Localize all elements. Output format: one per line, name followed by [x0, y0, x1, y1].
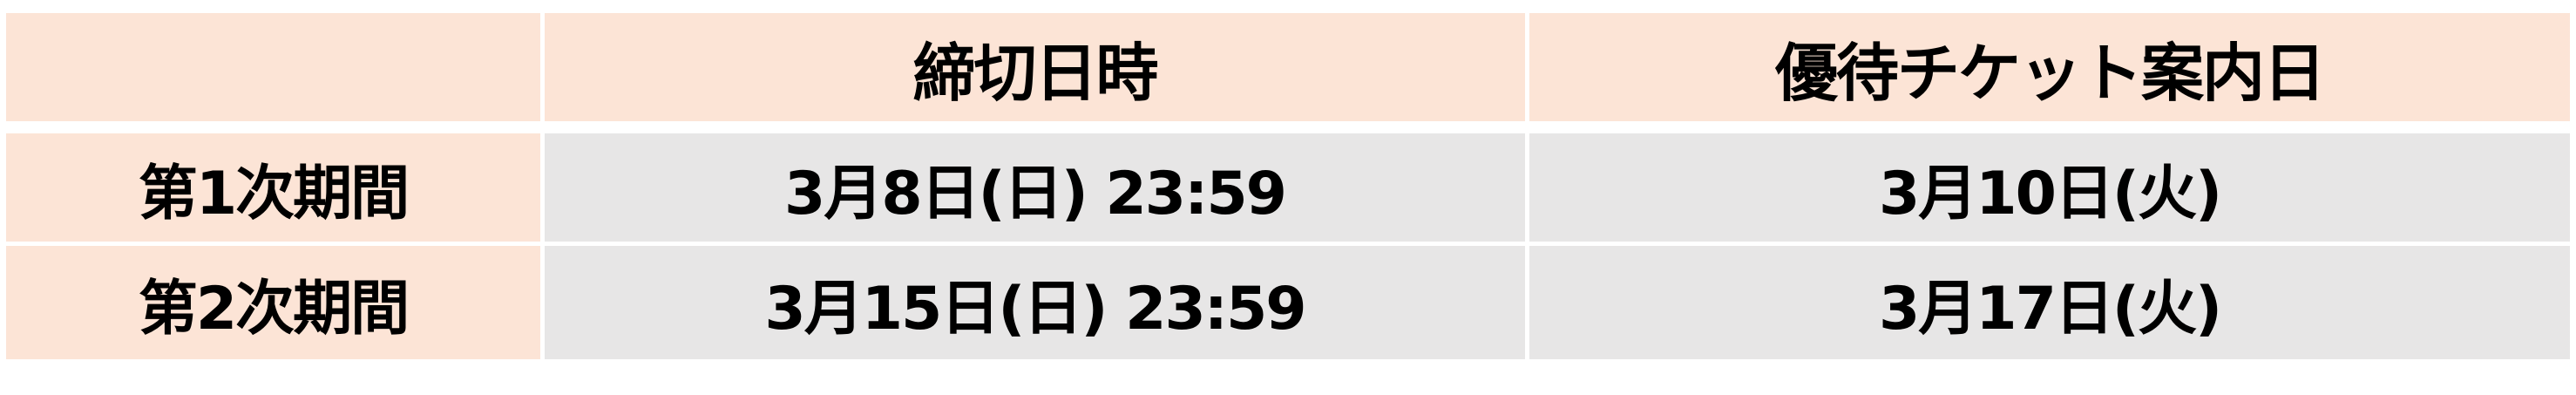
deadline-cell: 3月15日(日) 23:59: [545, 246, 1525, 359]
header-deadline: 締切日時: [545, 13, 1525, 121]
notice-date-cell: 3月10日(火): [1529, 133, 2570, 242]
notice-date-cell: 3月17日(火): [1529, 246, 2570, 359]
row-label: 第2次期間: [6, 246, 540, 359]
header-empty-cell: [6, 13, 540, 121]
header-notice-date: 優待チケット案内日: [1529, 13, 2570, 121]
row-label: 第1次期間: [6, 133, 540, 242]
deadline-cell: 3月8日(日) 23:59: [545, 133, 1525, 242]
